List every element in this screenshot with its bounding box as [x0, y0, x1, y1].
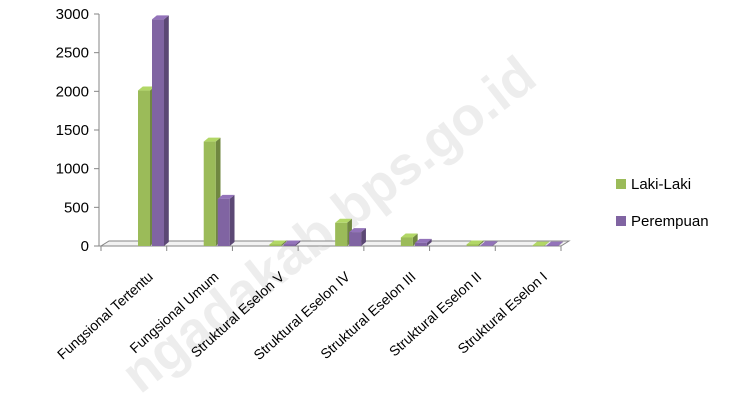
y-tick-label: 1000 [56, 161, 89, 178]
bar-front [283, 244, 296, 246]
bar-top [269, 240, 287, 245]
legend-item: Laki-Laki [616, 176, 691, 193]
bar-front [466, 244, 479, 246]
bar-front [546, 245, 559, 247]
bar-side [229, 194, 235, 246]
bar-top [400, 233, 418, 238]
bar-perempuan [349, 228, 366, 246]
legend-swatch [616, 216, 626, 226]
bar-side [281, 240, 287, 246]
bar-top [335, 218, 352, 223]
bar-perempuan [546, 241, 564, 247]
bar-front [269, 244, 282, 246]
bar-laki-laki [466, 240, 484, 246]
bar-top [152, 15, 169, 20]
bar-perempuan [414, 238, 432, 246]
legend: Laki-Laki Perempuan [616, 176, 709, 230]
bar-top [217, 194, 235, 199]
bar-front [414, 242, 427, 246]
bar-front [480, 245, 493, 246]
bar-top [349, 228, 366, 233]
bar-top [480, 241, 498, 246]
bar-laki-laki [203, 137, 221, 246]
bar-laki-laki [269, 240, 287, 246]
bar-top [283, 240, 301, 245]
y-tick-label: 2500 [56, 45, 89, 62]
bar-front [152, 19, 164, 247]
bar-front [217, 198, 230, 246]
bar-side [295, 240, 301, 246]
bar-perempuan [217, 194, 235, 246]
legend-swatch [616, 179, 626, 189]
bar-top [203, 137, 221, 142]
bar-front [400, 237, 413, 246]
bar-side [544, 241, 550, 246]
bar-side [361, 228, 366, 246]
legend-label: Laki-Laki [631, 176, 691, 193]
bar-top [138, 86, 155, 91]
y-tick-label: 3000 [56, 6, 89, 23]
y-tick-label: 2000 [56, 83, 89, 100]
y-tick-label: 500 [64, 199, 89, 216]
chart-floor [99, 240, 571, 247]
bar-side [558, 241, 564, 246]
bar-front [335, 222, 348, 246]
bar-side [164, 15, 169, 247]
bar-top [546, 241, 564, 246]
legend-item: Perempuan [616, 213, 709, 230]
y-axis-ticks: 0 500 1000 1500 2000 2500 3000 [56, 6, 99, 255]
bar-side [492, 241, 498, 246]
bar-perempuan [480, 241, 498, 246]
legend-label: Perempuan [631, 213, 709, 230]
bar-top [532, 241, 550, 246]
y-tick-label: 1500 [56, 122, 89, 139]
bar-front [203, 141, 216, 246]
bars [138, 15, 564, 247]
bar-side [426, 238, 432, 246]
bar-top [414, 238, 432, 243]
bar-front [138, 90, 150, 246]
bar-laki-laki [532, 241, 550, 247]
bar-front [532, 245, 545, 247]
bar-side [478, 240, 484, 246]
bar-front [349, 232, 362, 246]
bar-perempuan [152, 15, 169, 247]
bar-perempuan [283, 240, 301, 246]
bar-top [466, 240, 484, 245]
y-tick-label: 0 [81, 238, 89, 255]
